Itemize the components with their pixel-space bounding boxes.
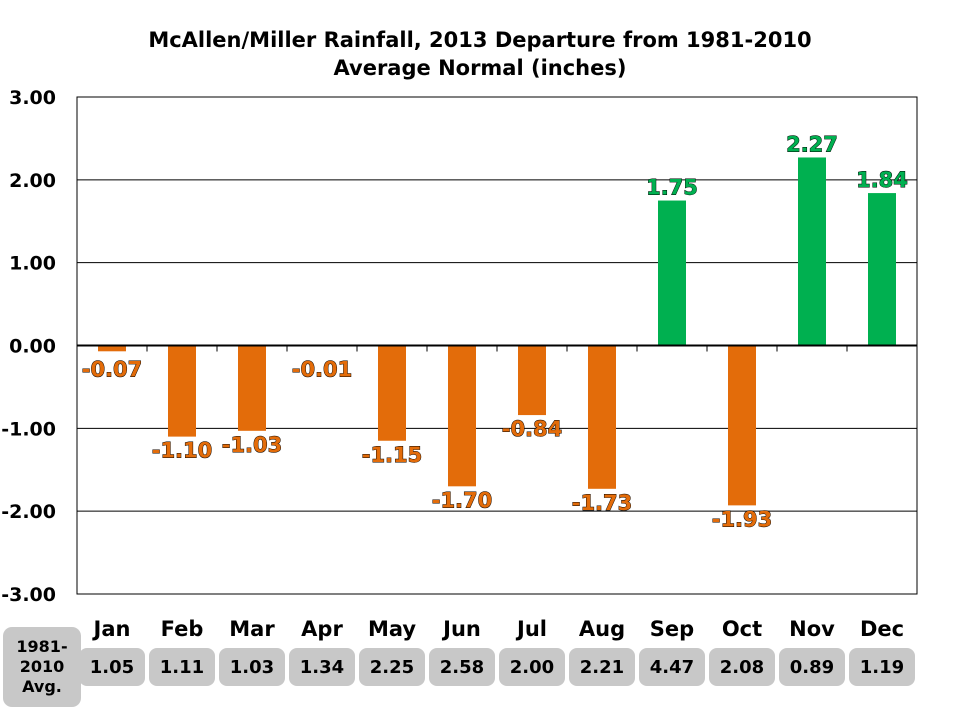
month-label-jul: Jul <box>517 617 547 641</box>
normal-value-nov: 0.89 <box>779 648 845 686</box>
normal-value-apr: 1.34 <box>289 648 355 686</box>
chart-title-line-1: McAllen/Miller Rainfall, 2013 Departure … <box>148 28 812 52</box>
bar-jun <box>448 345 476 487</box>
data-label-apr: -0.01 <box>292 358 353 382</box>
normal-value-sep: 4.47 <box>639 648 705 686</box>
bar-sep <box>658 200 686 346</box>
normal-value-jun: 2.58 <box>429 648 495 686</box>
month-label-may: May <box>367 617 417 641</box>
bar-jul <box>518 345 546 416</box>
bar-may <box>378 345 406 441</box>
data-label-jul: -0.84 <box>502 417 563 441</box>
data-label-oct: -1.93 <box>712 507 773 531</box>
bar-oct <box>728 345 756 506</box>
data-label-dec: 1.84 <box>856 168 908 192</box>
data-label-jan: -0.07 <box>82 358 143 382</box>
data-label-mar: -1.03 <box>222 433 283 457</box>
normal-value-dec: 1.19 <box>849 648 915 686</box>
normal-value-jan: 1.05 <box>79 648 145 686</box>
month-label-dec: Dec <box>859 617 905 641</box>
month-label-jan: Jan <box>93 617 131 641</box>
y-tick-label: 3.00 <box>9 87 56 109</box>
normal-value-mar: 1.03 <box>219 648 285 686</box>
normal-value-may: 2.25 <box>359 648 425 686</box>
y-tick-label: -2.00 <box>1 501 56 523</box>
data-label-nov: 2.27 <box>786 132 838 156</box>
month-label-oct: Oct <box>721 617 763 641</box>
bar-jan <box>98 345 126 352</box>
data-label-feb: -1.10 <box>152 439 213 463</box>
data-label-may: -1.15 <box>362 443 423 467</box>
data-label-aug: -1.73 <box>572 491 633 515</box>
month-label-sep: Sep <box>649 617 695 641</box>
chart-title-line-2: Average Normal (inches) <box>333 56 627 80</box>
chart-title: McAllen/Miller Rainfall, 2013 Departure … <box>0 26 960 82</box>
bar-feb <box>168 345 196 437</box>
month-label-feb: Feb <box>160 617 204 641</box>
y-tick-label: -1.00 <box>1 418 56 440</box>
month-label-nov: Nov <box>789 617 835 641</box>
data-label-jun: -1.70 <box>432 488 493 512</box>
month-label-apr: Apr <box>301 617 343 641</box>
y-tick-label: 0.00 <box>9 336 56 358</box>
bar-aug <box>588 345 616 489</box>
month-label-jun: Jun <box>443 617 481 641</box>
normal-value-oct: 2.08 <box>709 648 775 686</box>
bar-mar <box>238 345 266 431</box>
y-tick-label: -3.00 <box>1 584 56 606</box>
data-label-sep: 1.75 <box>646 176 698 200</box>
normal-value-jul: 2.00 <box>499 648 565 686</box>
bar-dec <box>868 193 896 346</box>
y-tick-label: 2.00 <box>9 170 56 192</box>
bar-nov <box>798 157 826 346</box>
normal-value-feb: 1.11 <box>149 648 215 686</box>
month-label-aug: Aug <box>578 617 626 641</box>
normals-caption: 1981- 2010 Avg. <box>3 627 81 707</box>
y-tick-label: 1.00 <box>9 253 56 275</box>
month-label-mar: Mar <box>229 617 275 641</box>
normal-value-aug: 2.21 <box>569 648 635 686</box>
